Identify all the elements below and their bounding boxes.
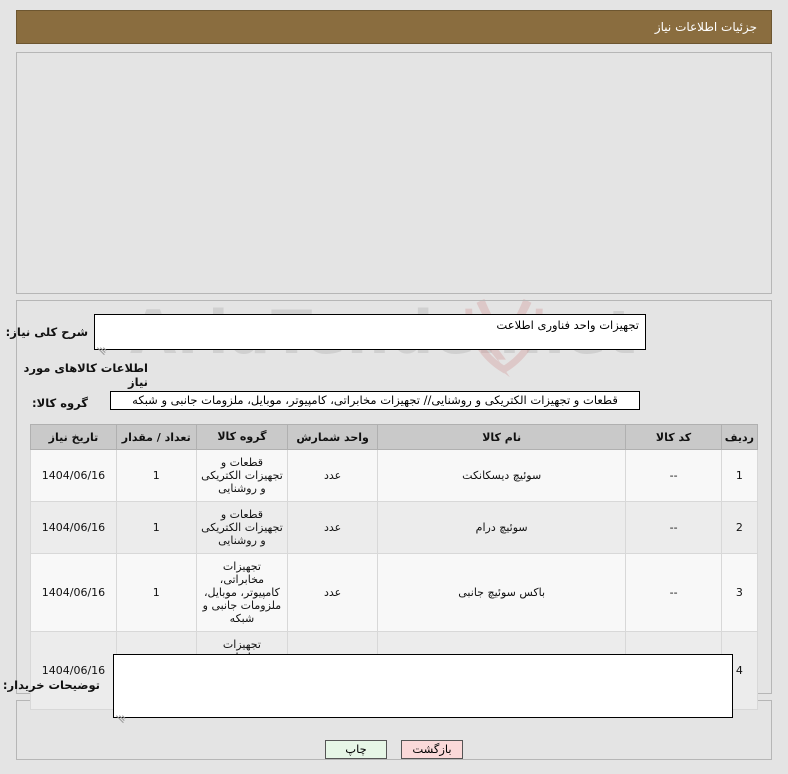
goods-group-value: قطعات و تجهیزات الکتریکی و روشنایی// تجه… xyxy=(110,391,640,410)
goods-section-title: اطلاعات کالاهای مورد نیاز xyxy=(23,361,149,389)
cell-date: 1404/06/16 xyxy=(30,553,117,633)
th-group: گروه کالا xyxy=(195,423,289,451)
cell-name: باکس سوئیچ جانبی xyxy=(376,553,627,633)
table-header-row: ردیف کد کالا نام کالا واحد شمارش گروه کا… xyxy=(30,423,759,451)
cell-radif: 1 xyxy=(720,449,759,503)
description-label: شرح کلی نیاز: xyxy=(5,325,88,339)
description-textarea[interactable]: تجهیزات واحد فناوری اطلاعت xyxy=(94,314,646,356)
resize-handle-icon[interactable] xyxy=(97,337,108,356)
buyer-notes-value xyxy=(114,655,732,661)
table-row: 2 -- سوئیچ درام عدد قطعات و تجهیزات الکت… xyxy=(30,501,759,555)
print-button[interactable]: چاپ xyxy=(325,740,387,759)
table-row: 3 -- باکس سوئیچ جانبی عدد تجهیزات مخابرا… xyxy=(30,553,759,633)
cell-qty: 1 xyxy=(115,501,197,555)
cell-unit: عدد xyxy=(287,501,378,555)
back-button[interactable]: بازگشت xyxy=(401,740,463,759)
cell-group: تجهیزات مخابراتی، کامپیوتر، موبایل، ملزو… xyxy=(195,553,289,633)
th-code: کد کالا xyxy=(625,423,722,451)
cell-code: -- xyxy=(625,553,722,633)
buyer-notes-label: توضیحات خریدار: xyxy=(2,678,100,692)
page-title-bar: جزئیات اطلاعات نیاز xyxy=(16,10,772,44)
th-unit: واحد شمارش xyxy=(287,423,378,451)
cell-code: -- xyxy=(625,449,722,503)
cell-radif: 3 xyxy=(720,553,759,633)
description-value: تجهیزات واحد فناوری اطلاعت xyxy=(496,318,639,332)
cell-date: 1404/06/16 xyxy=(30,631,117,711)
th-name: نام کالا xyxy=(376,423,627,451)
cell-name: سوئیچ دیسکانکت xyxy=(376,449,627,503)
cell-group: قطعات و تجهیزات الکتریکی و روشنایی xyxy=(195,449,289,503)
cell-qty: 1 xyxy=(115,449,197,503)
buyer-notes-textarea[interactable] xyxy=(113,654,733,724)
cell-date: 1404/06/16 xyxy=(30,501,117,555)
cell-qty: 1 xyxy=(115,553,197,633)
page-title: جزئیات اطلاعات نیاز xyxy=(654,20,757,34)
cell-group: قطعات و تجهیزات الکتریکی و روشنایی xyxy=(195,501,289,555)
need-info-panel xyxy=(16,52,772,294)
th-radif: ردیف xyxy=(720,423,759,451)
cell-unit: عدد xyxy=(287,553,378,633)
footer-buttons: بازگشت چاپ xyxy=(0,740,788,759)
cell-date: 1404/06/16 xyxy=(30,449,117,503)
goods-group-label: گروه کالا: xyxy=(32,396,88,410)
table-row: 1 -- سوئیچ دیسکانکت عدد قطعات و تجهیزات … xyxy=(30,449,759,503)
cell-radif: 2 xyxy=(720,501,759,555)
cell-unit: عدد xyxy=(287,449,378,503)
cell-code: -- xyxy=(625,501,722,555)
th-qty: تعداد / مقدار xyxy=(115,423,197,451)
th-date: تاریخ نیاز xyxy=(30,423,117,451)
resize-handle-icon-notes[interactable] xyxy=(116,705,127,724)
cell-name: سوئیچ درام xyxy=(376,501,627,555)
